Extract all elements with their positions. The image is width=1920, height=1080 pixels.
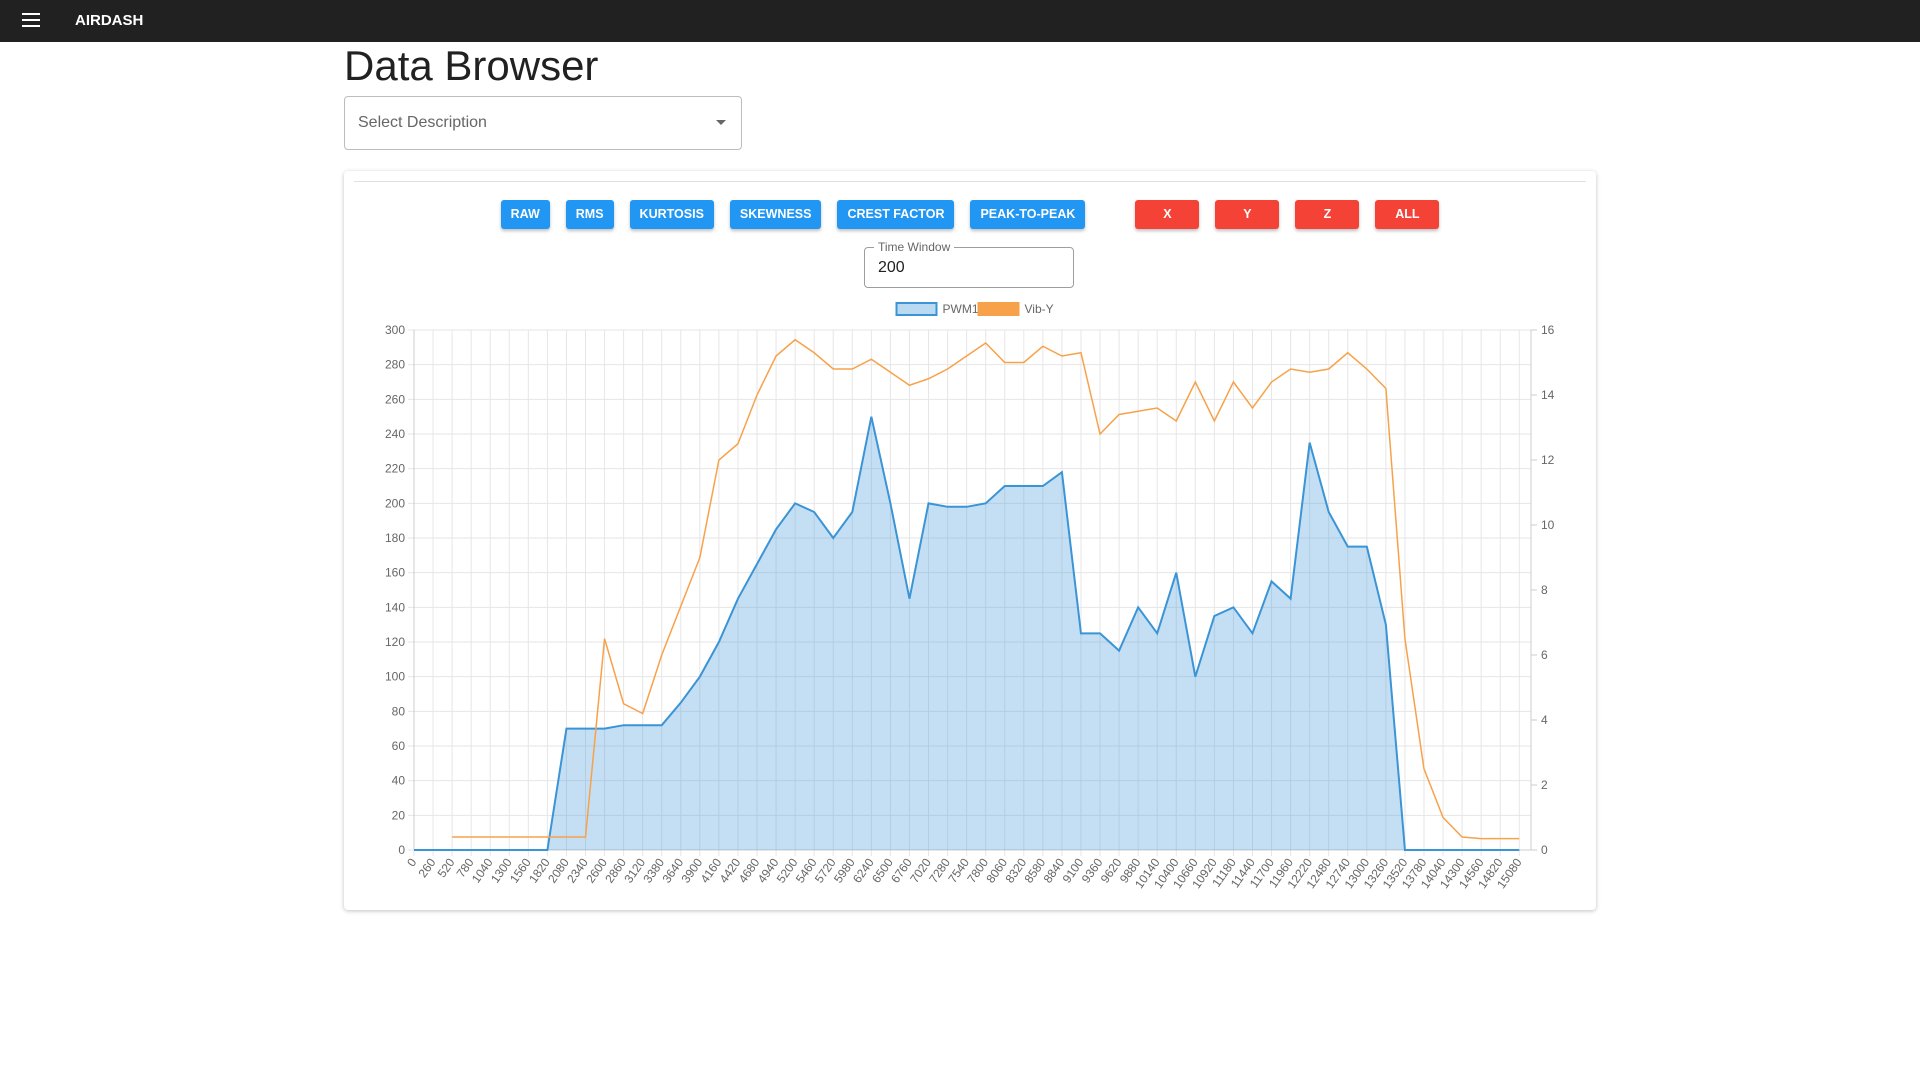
y-tick-label: 280 [385, 358, 405, 372]
y-tick-label: 180 [385, 531, 405, 545]
chart-card: RAW RMS KURTOSIS SKEWNESS CREST FACTOR PEAK-T… [344, 171, 1596, 910]
y-tick-label: 220 [385, 462, 405, 476]
button[interactable]: X [1135, 200, 1200, 229]
chart: 0204060801001201401601802002202402602803… [385, 302, 1555, 891]
y-tick-label: 120 [385, 635, 405, 649]
y-tick-label: 20 [392, 808, 406, 822]
dropdown-arrow [716, 120, 726, 125]
y2-tick-label: 16 [1541, 323, 1555, 337]
y-tick-label: 100 [385, 670, 405, 684]
button[interactable]: Y [1215, 200, 1280, 229]
legend-swatch [977, 302, 1020, 316]
field-label: Time Window [874, 240, 955, 254]
y-tick-label: 300 [385, 323, 405, 337]
y-tick-label: 40 [392, 774, 406, 788]
y2-tick-label: 14 [1541, 388, 1555, 402]
line [452, 338, 1520, 840]
y2-tick-label: 6 [1541, 648, 1548, 662]
button[interactable]: CREST FACTOR [837, 200, 955, 229]
x-tick-label: 260 [416, 855, 439, 880]
divider [354, 181, 1586, 182]
x-tick-label: 520 [435, 855, 458, 880]
y-tick-label: 160 [385, 566, 405, 580]
description-select[interactable]: Select Description [344, 96, 742, 150]
line [414, 416, 1520, 851]
legend-swatch [895, 302, 938, 316]
page-title: Data Browser [344, 42, 599, 89]
button[interactable]: PEAK-TO-PEAK [970, 200, 1086, 229]
menu-icon[interactable] [22, 12, 42, 28]
y-tick-label: 0 [398, 843, 405, 857]
top-bar: AIRDASH [0, 0, 1920, 42]
button[interactable]: ALL [1375, 200, 1440, 229]
x-tick-label: 0 [404, 855, 419, 869]
legend-label: PWM1 [943, 302, 979, 316]
button-row: RAW RMS KURTOSIS SKEWNESS CREST FACTOR PEAK-T… [344, 200, 1596, 229]
time-window-field[interactable]: Time Window 200 [864, 240, 1074, 288]
area [414, 416, 1520, 850]
y-tick-label: 60 [392, 739, 406, 753]
button[interactable]: RMS [565, 200, 614, 229]
y-tick-label: 80 [392, 704, 406, 718]
y-tick-label: 200 [385, 496, 405, 510]
y-tick-label: 240 [385, 427, 405, 441]
field-value: 200 [878, 259, 905, 276]
button[interactable]: Z [1295, 200, 1360, 229]
y2-tick-label: 4 [1541, 713, 1548, 727]
y2-tick-label: 12 [1541, 453, 1555, 467]
y2-tick-label: 8 [1541, 583, 1548, 597]
y-tick-label: 140 [385, 600, 405, 614]
y2-tick-label: 10 [1541, 518, 1555, 532]
legend-label: Vib-Y [1025, 302, 1054, 316]
app-title[interactable]: AIRDASH [75, 12, 144, 29]
button[interactable]: KURTOSIS [629, 200, 714, 229]
button[interactable]: SKEWNESS [729, 200, 822, 229]
button[interactable]: RAW [500, 200, 550, 229]
y-tick-label: 260 [385, 392, 405, 406]
y2-tick-label: 2 [1541, 778, 1548, 792]
select-placeholder: Select Description [358, 114, 487, 131]
y2-tick-label: 0 [1541, 843, 1548, 857]
